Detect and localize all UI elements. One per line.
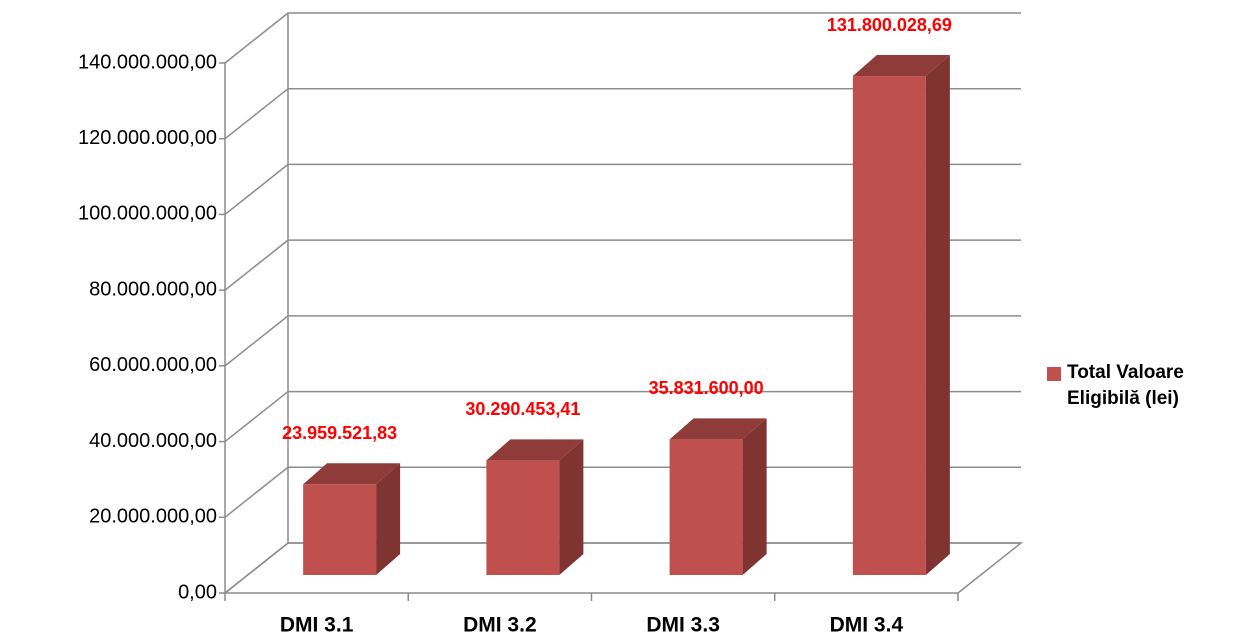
bar-top xyxy=(669,418,767,440)
x-tick-label: DMI 3.2 xyxy=(463,614,537,637)
y-tick-label: 0,00 xyxy=(178,581,217,603)
grid-line xyxy=(224,390,1021,443)
x-tick-label: DMI 3.4 xyxy=(830,614,904,637)
y-tick-label: 120.000.000,00 xyxy=(78,127,217,149)
bar-side xyxy=(742,418,767,575)
bar-side xyxy=(376,463,401,575)
value-label: 131.800.028,69 xyxy=(827,15,952,35)
value-label: 35.831.600,00 xyxy=(649,378,764,398)
y-tick-label: 20.000.000,00 xyxy=(89,506,217,528)
x-tick-label: DMI 3.3 xyxy=(646,614,720,637)
grid-line xyxy=(224,87,1021,140)
legend-label: Total Valoare Eligibilă (lei) xyxy=(1067,362,1184,409)
value-label: 23.959.521,83 xyxy=(282,423,397,443)
y-tick-label: 140.000.000,00 xyxy=(78,51,217,73)
grid-line xyxy=(224,163,1021,216)
legend-swatch xyxy=(1047,367,1061,381)
bar xyxy=(852,76,926,575)
y-tick-label: 60.000.000,00 xyxy=(89,354,217,376)
bar-top xyxy=(486,439,584,461)
bar xyxy=(303,484,377,575)
bar xyxy=(669,439,743,575)
grid-line xyxy=(224,466,1021,518)
grid-line xyxy=(224,542,1021,594)
legend: Total Valoare Eligibilă (lei) xyxy=(1047,360,1232,412)
bar-top xyxy=(852,55,950,77)
grid-line xyxy=(224,315,1021,367)
bar-side xyxy=(559,439,584,575)
y-tick-label: 40.000.000,00 xyxy=(89,430,217,452)
bar-top xyxy=(303,463,401,485)
bar-side xyxy=(925,55,950,576)
value-label: 30.290.453,41 xyxy=(465,399,580,419)
grid-line xyxy=(224,239,1021,291)
y-tick-label: 80.000.000,00 xyxy=(89,278,217,300)
y-tick-label: 100.000.000,00 xyxy=(78,203,217,225)
grid-line xyxy=(224,12,1021,64)
x-tick-label: DMI 3.1 xyxy=(280,614,354,637)
bar xyxy=(486,460,560,575)
